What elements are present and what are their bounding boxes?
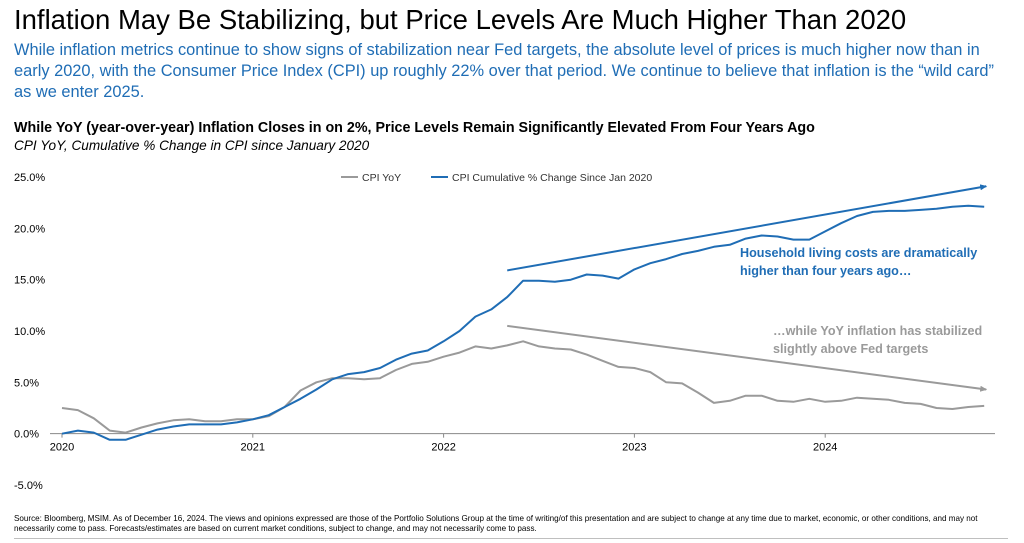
x-axis-tick-labels: 2020 2021 2022 2023 2024 <box>50 433 837 454</box>
x-tick-label: 2021 <box>241 442 265 454</box>
series-line-cpi-cumulative <box>61 204 985 441</box>
annotation-gray-line-1: …while YoY inflation has stabilized <box>773 324 982 338</box>
y-tick-label: 20.0% <box>14 223 45 235</box>
inflation-line-chart: -5.0%0.0%5.0%10.0%15.0%20.0%25.0% 2020 20… <box>14 172 995 492</box>
source-footnote: Source: Bloomberg, MSIM. As of December … <box>14 514 978 533</box>
chart-title: While YoY (year-over-year) Inflation Clo… <box>14 120 815 136</box>
annotation-blue-line-2: higher than four years ago… <box>740 264 911 278</box>
x-tick-label: 2022 <box>431 442 455 454</box>
x-tick-label: 2020 <box>50 442 74 454</box>
y-tick-label: -5.0% <box>14 480 43 492</box>
page-subheadline: While inflation metrics continue to show… <box>14 41 994 101</box>
y-tick-label: 5.0% <box>14 377 39 389</box>
trend-arrow-cumulative <box>507 184 988 272</box>
trend-arrow-yoy <box>507 324 988 392</box>
series-line-cpi-yoy <box>61 340 985 434</box>
y-tick-label: 15.0% <box>14 275 45 287</box>
legend-label-cpi-cumulative: CPI Cumulative % Change Since Jan 2020 <box>452 172 652 184</box>
series-lines <box>61 204 985 441</box>
x-tick-label: 2023 <box>622 442 646 454</box>
annotation-blue-line-1: Household living costs are dramatically <box>740 246 977 260</box>
annotation-gray-line-2: slightly above Fed targets <box>773 342 928 356</box>
legend-label-cpi-yoy: CPI YoY <box>362 172 401 184</box>
y-tick-label: 0.0% <box>14 429 39 441</box>
page-headline: Inflation May Be Stabilizing, but Price … <box>14 4 907 35</box>
chart-legend: CPI YoY CPI Cumulative % Change Since Ja… <box>341 172 652 184</box>
chart-subtitle: CPI YoY, Cumulative % Change in CPI sinc… <box>14 138 370 153</box>
y-tick-label: 25.0% <box>14 172 45 184</box>
footer-divider <box>14 538 1008 539</box>
x-tick-label: 2024 <box>813 442 837 454</box>
y-axis-tick-labels: -5.0% 0.0% 5.0% 10.0% 15.0% 20.0% 25.0% <box>14 172 45 492</box>
y-tick-label: 10.0% <box>14 326 45 338</box>
